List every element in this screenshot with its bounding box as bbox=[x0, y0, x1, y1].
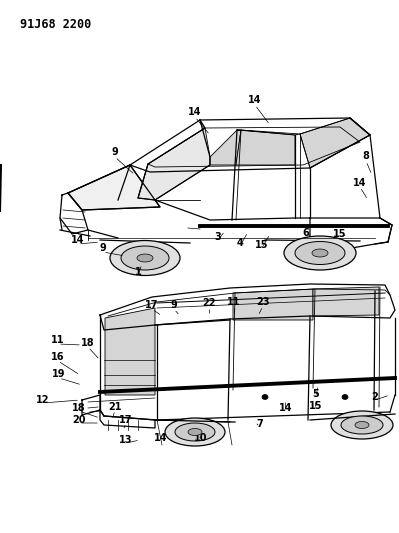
Text: 10: 10 bbox=[194, 433, 208, 443]
Text: 15: 15 bbox=[255, 240, 269, 250]
Text: 9: 9 bbox=[100, 243, 107, 253]
Text: 16: 16 bbox=[51, 352, 65, 362]
Text: 17: 17 bbox=[145, 300, 159, 310]
Text: 3: 3 bbox=[215, 232, 221, 242]
Ellipse shape bbox=[121, 246, 169, 270]
Text: 17: 17 bbox=[119, 415, 133, 425]
Text: 6: 6 bbox=[302, 228, 309, 238]
Polygon shape bbox=[300, 118, 370, 168]
Text: 8: 8 bbox=[363, 151, 369, 161]
Text: 18: 18 bbox=[72, 403, 86, 413]
Ellipse shape bbox=[312, 249, 328, 257]
Text: 14: 14 bbox=[71, 235, 85, 245]
Ellipse shape bbox=[342, 394, 348, 400]
Text: 9: 9 bbox=[171, 300, 178, 310]
Text: 9: 9 bbox=[112, 147, 119, 157]
Text: 22: 22 bbox=[202, 298, 216, 308]
Text: 19: 19 bbox=[52, 369, 66, 379]
Text: 12: 12 bbox=[36, 395, 50, 405]
Text: 13: 13 bbox=[119, 435, 133, 445]
Text: 11: 11 bbox=[51, 335, 65, 345]
Text: 2: 2 bbox=[371, 392, 378, 402]
Polygon shape bbox=[236, 130, 295, 165]
Text: 20: 20 bbox=[72, 415, 86, 425]
Text: 1: 1 bbox=[134, 267, 141, 277]
Text: 11: 11 bbox=[227, 297, 241, 307]
Ellipse shape bbox=[295, 241, 345, 264]
Ellipse shape bbox=[188, 429, 202, 435]
Text: 4: 4 bbox=[237, 238, 243, 248]
Polygon shape bbox=[233, 289, 313, 320]
Text: 14: 14 bbox=[188, 107, 202, 117]
Ellipse shape bbox=[175, 423, 215, 441]
Ellipse shape bbox=[284, 236, 356, 270]
Polygon shape bbox=[210, 130, 241, 165]
Text: 7: 7 bbox=[257, 419, 263, 429]
Ellipse shape bbox=[331, 411, 393, 439]
Text: 18: 18 bbox=[81, 338, 95, 348]
Text: 15: 15 bbox=[309, 401, 323, 411]
Text: 91J68 2200: 91J68 2200 bbox=[20, 18, 91, 31]
Ellipse shape bbox=[355, 422, 369, 429]
Ellipse shape bbox=[262, 394, 268, 400]
Text: 15: 15 bbox=[333, 229, 347, 239]
Text: 14: 14 bbox=[248, 95, 262, 105]
Ellipse shape bbox=[341, 416, 383, 434]
Ellipse shape bbox=[137, 254, 153, 262]
Polygon shape bbox=[313, 287, 379, 316]
Ellipse shape bbox=[165, 418, 225, 446]
Polygon shape bbox=[68, 165, 160, 210]
Ellipse shape bbox=[110, 240, 180, 276]
Text: 14: 14 bbox=[279, 403, 293, 413]
Text: 21: 21 bbox=[108, 402, 122, 412]
Polygon shape bbox=[138, 128, 210, 200]
Text: 23: 23 bbox=[256, 297, 270, 307]
Text: 5: 5 bbox=[313, 389, 319, 399]
Text: 14: 14 bbox=[154, 433, 168, 443]
Text: 14: 14 bbox=[353, 178, 367, 188]
Polygon shape bbox=[105, 308, 155, 395]
